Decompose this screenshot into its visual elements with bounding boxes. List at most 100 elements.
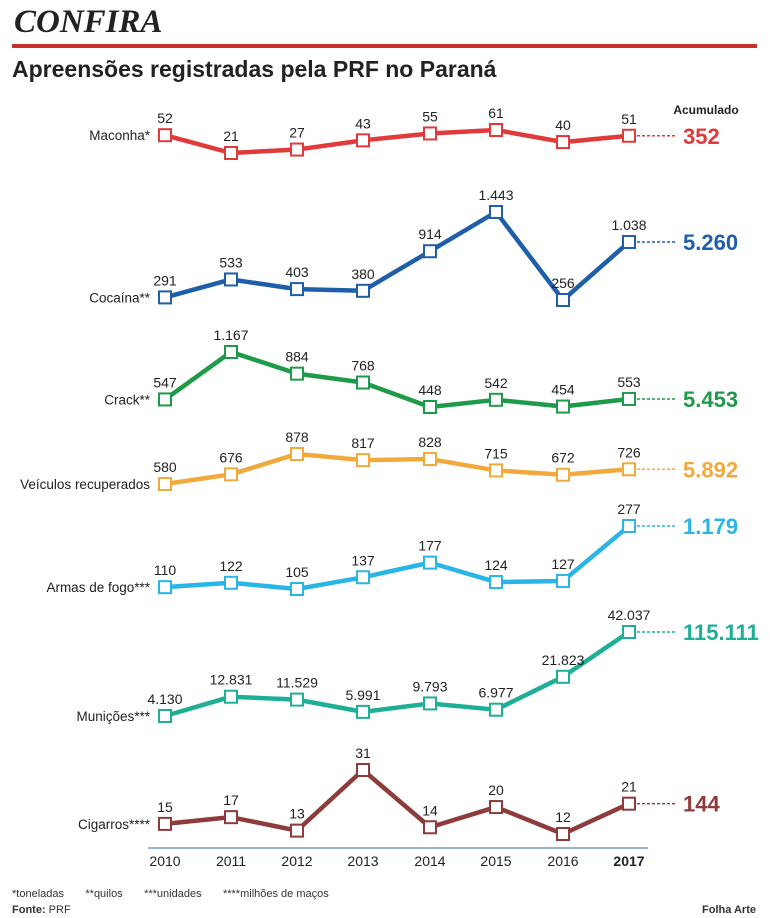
data-point xyxy=(158,477,172,491)
data-label: 11.529 xyxy=(276,675,318,691)
data-point xyxy=(423,400,437,414)
series-4 xyxy=(158,519,677,596)
data-point xyxy=(356,453,370,468)
data-label: 55 xyxy=(422,108,438,124)
series-total: 352 xyxy=(683,124,720,149)
data-point xyxy=(290,447,304,461)
data-label: 14 xyxy=(422,802,438,818)
series-total: 5.453 xyxy=(683,387,738,412)
data-label: 1.167 xyxy=(213,327,248,343)
data-point xyxy=(290,366,304,381)
data-label: 291 xyxy=(153,272,177,288)
series-line xyxy=(162,127,632,156)
data-point xyxy=(423,820,437,835)
data-label: 533 xyxy=(219,254,243,270)
series-line xyxy=(162,523,632,592)
data-label: 110 xyxy=(154,562,177,578)
data-label: 124 xyxy=(484,557,508,573)
data-point xyxy=(356,133,370,148)
source: Fonte: PRF xyxy=(12,904,71,916)
data-label: 403 xyxy=(285,264,309,280)
chart-title: Apreensões registradas pela PRF no Paran… xyxy=(12,56,497,82)
data-point xyxy=(224,689,238,704)
data-label: 914 xyxy=(418,226,442,242)
data-label: 21 xyxy=(223,128,239,144)
data-point xyxy=(423,244,437,259)
data-label: 542 xyxy=(484,375,508,391)
section-title: CONFIRA xyxy=(14,4,163,40)
data-point xyxy=(489,205,503,219)
data-point xyxy=(556,467,570,482)
data-label: 12 xyxy=(555,809,571,825)
x-tick-label: 2017 xyxy=(613,853,644,869)
data-point xyxy=(622,462,636,477)
data-point xyxy=(356,283,370,298)
data-label: 122 xyxy=(219,558,243,574)
source-value: PRF xyxy=(48,904,71,916)
data-label: 768 xyxy=(351,358,375,374)
title-rule xyxy=(12,44,757,48)
data-point xyxy=(224,345,238,359)
data-label: 127 xyxy=(551,556,575,572)
data-point xyxy=(224,575,238,590)
data-point xyxy=(622,796,636,811)
data-label: 27 xyxy=(289,125,305,141)
data-point xyxy=(622,391,636,406)
data-point xyxy=(290,282,304,297)
data-label: 61 xyxy=(488,105,504,121)
data-label: 40 xyxy=(555,117,571,133)
data-point xyxy=(489,575,503,590)
source-label: Fonte: xyxy=(12,904,46,916)
data-label: 580 xyxy=(153,459,177,475)
data-point xyxy=(356,375,370,390)
data-label: 20 xyxy=(488,782,504,798)
data-point xyxy=(556,399,570,414)
data-label: 4.130 xyxy=(147,691,182,707)
series-name: Cigarros**** xyxy=(78,817,151,832)
data-label: 177 xyxy=(418,538,442,554)
data-label: 105 xyxy=(285,564,309,580)
data-label: 1.443 xyxy=(478,187,513,203)
data-label: 12.831 xyxy=(210,672,253,688)
x-tick-label: 2014 xyxy=(414,853,445,869)
data-label: 672 xyxy=(551,450,575,466)
data-label: 9.793 xyxy=(412,678,447,694)
data-label: 828 xyxy=(418,434,442,450)
data-point xyxy=(622,128,636,143)
data-point xyxy=(224,467,238,482)
data-point xyxy=(158,816,172,831)
data-label: 454 xyxy=(551,382,575,398)
series-3 xyxy=(158,447,677,491)
data-point xyxy=(158,290,172,305)
series-name: Maconha* xyxy=(89,128,151,143)
series-6 xyxy=(158,763,677,841)
series-line xyxy=(162,451,632,487)
data-point xyxy=(290,142,304,157)
series-total: 144 xyxy=(683,792,720,817)
data-point xyxy=(423,126,437,141)
data-point xyxy=(290,582,304,596)
data-point xyxy=(622,625,636,639)
data-label: 380 xyxy=(351,266,375,282)
x-tick-label: 2010 xyxy=(149,853,180,869)
total-header: Acumulado xyxy=(673,103,738,117)
data-point xyxy=(489,392,503,407)
data-point xyxy=(290,823,304,838)
data-point xyxy=(489,123,503,137)
data-label: 52 xyxy=(157,110,173,126)
data-label: 137 xyxy=(351,552,375,568)
data-point xyxy=(556,827,570,841)
data-point xyxy=(423,555,437,570)
data-label: 726 xyxy=(617,444,641,460)
data-label: 277 xyxy=(617,501,641,517)
data-label: 42.037 xyxy=(608,607,651,623)
data-point xyxy=(489,702,503,717)
data-label: 15 xyxy=(157,799,173,815)
data-point xyxy=(622,235,636,250)
data-label: 13 xyxy=(289,806,305,822)
data-label: 21 xyxy=(621,779,637,795)
footnote: *toneladas **quilos ***unidades ****milh… xyxy=(12,888,329,900)
data-label: 43 xyxy=(355,115,371,131)
data-point xyxy=(556,293,570,307)
